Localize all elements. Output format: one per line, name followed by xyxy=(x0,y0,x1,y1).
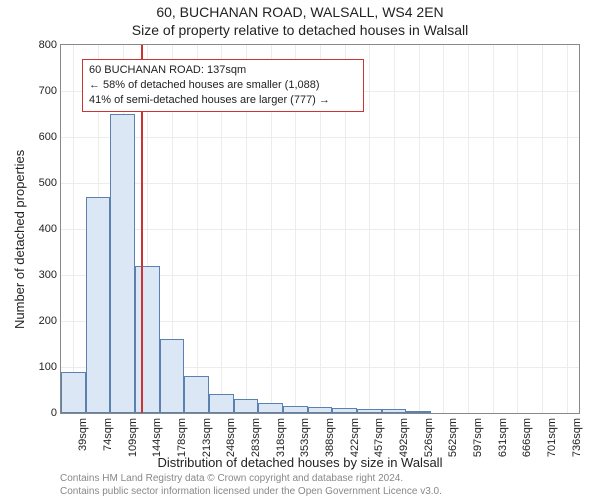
gridline-vertical xyxy=(542,45,543,413)
histogram-bar xyxy=(382,409,407,413)
gridline-vertical xyxy=(73,45,74,413)
chart-title-line1: 60, BUCHANAN ROAD, WALSALL, WS4 2EN xyxy=(0,4,600,20)
y-tick-label: 700 xyxy=(17,85,57,97)
gridline-vertical xyxy=(443,45,444,413)
histogram-bar xyxy=(184,376,209,413)
histogram-bar xyxy=(308,407,333,413)
histogram-bar xyxy=(160,339,185,413)
gridline-vertical xyxy=(567,45,568,413)
histogram-bar xyxy=(283,406,308,413)
histogram-bar xyxy=(357,409,382,413)
gridline-vertical xyxy=(468,45,469,413)
gridline-vertical xyxy=(419,45,420,413)
y-tick-label: 800 xyxy=(17,39,57,51)
copyright-line1: Contains HM Land Registry data © Crown c… xyxy=(60,473,592,486)
histogram-bar xyxy=(86,197,111,413)
gridline-vertical xyxy=(394,45,395,413)
histogram-bar xyxy=(209,394,234,413)
histogram-bar xyxy=(258,403,283,413)
y-tick-label: 400 xyxy=(17,223,57,235)
copyright-line2: Contains public sector information licen… xyxy=(60,486,592,499)
gridline-vertical xyxy=(517,45,518,413)
y-tick-label: 600 xyxy=(17,131,57,143)
annotation-line3: 41% of semi-detached houses are larger (… xyxy=(89,93,357,108)
y-tick-label: 0 xyxy=(17,407,57,419)
y-tick-label: 500 xyxy=(17,177,57,189)
histogram-bar xyxy=(110,114,135,413)
y-tick-label: 100 xyxy=(17,361,57,373)
histogram-bar xyxy=(332,408,357,413)
y-tick-label: 300 xyxy=(17,269,57,281)
chart-container: 60, BUCHANAN ROAD, WALSALL, WS4 2EN Size… xyxy=(0,0,600,500)
histogram-bar xyxy=(61,372,86,413)
histogram-bar xyxy=(135,266,160,413)
copyright-block: Contains HM Land Registry data © Crown c… xyxy=(60,473,592,498)
y-tick-label: 200 xyxy=(17,315,57,327)
histogram-bar xyxy=(234,399,259,413)
annotation-line1: 60 BUCHANAN ROAD: 137sqm xyxy=(89,63,357,78)
x-axis-label: Distribution of detached houses by size … xyxy=(0,455,600,470)
gridline-vertical xyxy=(493,45,494,413)
gridline-vertical xyxy=(369,45,370,413)
chart-title-line2: Size of property relative to detached ho… xyxy=(0,22,600,38)
annotation-line2: ← 58% of detached houses are smaller (1,… xyxy=(89,78,357,93)
histogram-bar xyxy=(406,411,431,413)
annotation-box: 60 BUCHANAN ROAD: 137sqm ← 58% of detach… xyxy=(82,59,364,112)
